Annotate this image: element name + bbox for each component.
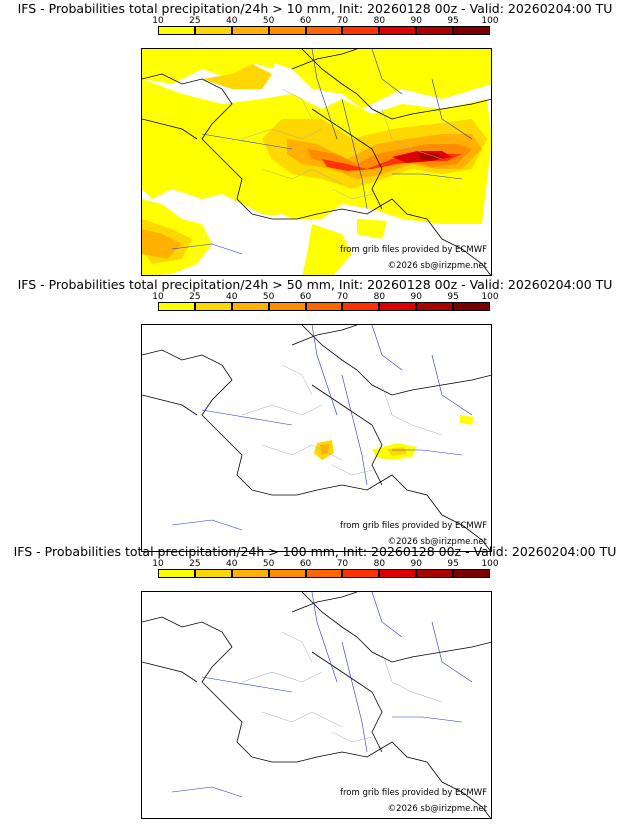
colorbar-tick-label: 100 — [481, 559, 499, 569]
colorbar: 10 25 40 50 60 70 80 90 95 100 — [152, 292, 499, 311]
probability-fill — [314, 415, 474, 460]
colorbar-tick-label: 10 — [152, 292, 164, 302]
colorbar-tick-label: 95 — [447, 292, 459, 302]
colorbar-tick-label: 25 — [189, 16, 201, 26]
colorbar-tick-label: 25 — [189, 292, 201, 302]
data-credit: from grib files provided by ECMWF — [340, 245, 487, 255]
precip-map — [142, 592, 491, 818]
copyright-notice: ©2026 sb@irizpme.net — [387, 804, 487, 814]
map-panel-100mm: IFS - Probabilities total precipitation/… — [0, 543, 630, 819]
panel-title: IFS - Probabilities total precipitation/… — [17, 1, 613, 16]
colorbar-tick-label: 80 — [373, 292, 386, 302]
copyright-notice: ©2026 sb@irizpme.net — [387, 537, 487, 547]
colorbar-frame — [158, 26, 490, 35]
data-credit: from grib files provided by ECMWF — [340, 788, 487, 798]
colorbar-tick-label: 60 — [299, 16, 312, 26]
colorbar-tick-label: 100 — [481, 16, 499, 26]
colorbar-tick-label: 60 — [299, 559, 312, 569]
colorbar-tick-label: 80 — [373, 559, 386, 569]
colorbar-tick-label: 40 — [226, 292, 238, 302]
region-boundaries — [241, 88, 443, 200]
panel-title: IFS - Probabilities total precipitation/… — [13, 544, 617, 559]
map-panel-10mm: IFS - Probabilities total precipitation/… — [0, 0, 630, 276]
panel-title: IFS - Probabilities total precipitation/… — [17, 277, 613, 292]
colorbar-tick-label: 70 — [336, 292, 349, 302]
colorbar: 10 25 40 50 60 70 80 90 95 100 — [152, 559, 499, 578]
colorbar-tick-label: 90 — [410, 559, 422, 569]
colorbar-tick-label: 50 — [262, 292, 275, 302]
map-panel-50mm: IFS - Probabilities total precipitation/… — [0, 276, 630, 552]
colorbar-tick-label: 95 — [447, 559, 459, 569]
colorbar-tick-label: 100 — [481, 292, 499, 302]
rivers — [171, 325, 473, 531]
region-boundaries — [241, 364, 443, 476]
coastlines-and-borders — [142, 592, 491, 818]
colorbar-frame — [158, 569, 490, 578]
coastlines-and-borders — [142, 325, 491, 551]
colorbar-tick-label: 90 — [410, 292, 422, 302]
rivers — [171, 49, 473, 255]
colorbar-tick-label: 10 — [152, 559, 164, 569]
copyright-notice: ©2026 sb@irizpme.net — [387, 261, 487, 271]
colorbar-tick-label: 50 — [262, 16, 275, 26]
map-area: from grib files provided by ECMWF ©2026 … — [141, 324, 492, 552]
colorbar-tick-label: 40 — [226, 559, 238, 569]
colorbar-tick-label: 50 — [262, 559, 275, 569]
colorbar-tick-label: 10 — [152, 16, 164, 26]
colorbar-tick-label: 90 — [410, 16, 422, 26]
region-boundaries — [241, 631, 443, 743]
map-area: from grib files provided by ECMWF ©2026 … — [141, 48, 492, 276]
colorbar-frame — [158, 302, 490, 311]
colorbar-tick-label: 40 — [226, 16, 238, 26]
rivers — [171, 592, 473, 798]
colorbar-tick-label: 70 — [336, 559, 349, 569]
probability-fill — [142, 49, 491, 275]
precip-map — [142, 49, 491, 275]
colorbar-tick-label: 80 — [373, 16, 386, 26]
colorbar-tick-label: 70 — [336, 16, 349, 26]
colorbar-tick-label: 95 — [447, 16, 459, 26]
colorbar: 10 25 40 50 60 70 80 90 95 100 — [152, 16, 499, 35]
colorbar-tick-label: 25 — [189, 559, 201, 569]
coastlines-and-borders — [142, 49, 491, 275]
data-credit: from grib files provided by ECMWF — [340, 521, 487, 531]
colorbar-tick-label: 60 — [299, 292, 312, 302]
precip-map — [142, 325, 491, 551]
map-area: from grib files provided by ECMWF ©2026 … — [141, 591, 492, 819]
